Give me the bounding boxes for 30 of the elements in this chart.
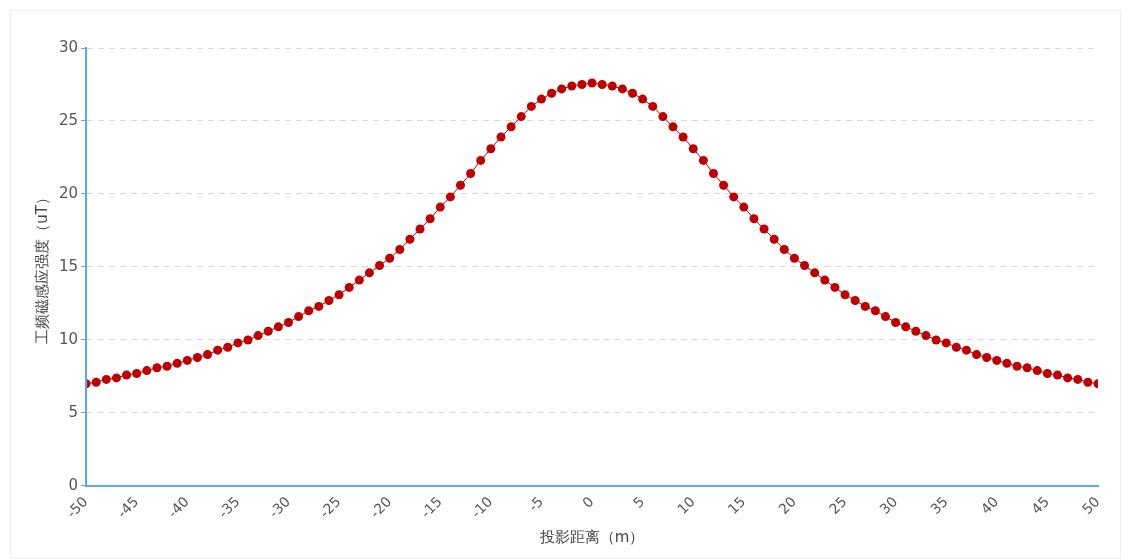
x-tick-label: -20 [366, 493, 395, 521]
x-tick-label: 5 [629, 493, 648, 511]
y-tick-label: 10 [58, 329, 79, 348]
x-tick-label: -35 [215, 493, 243, 521]
y-axis-title: 工频磁感应强度（uT） [32, 190, 51, 344]
x-tick-label: -15 [417, 493, 445, 521]
x-tick-label: -5 [524, 493, 547, 515]
y-tick-label: 20 [58, 183, 79, 202]
x-tick-label: 35 [926, 493, 951, 518]
x-tick-label: -25 [316, 493, 344, 521]
x-tick-label: 0 [579, 493, 597, 511]
y-tick-label: 0 [68, 475, 79, 494]
x-tick-label: 45 [1028, 493, 1053, 518]
x-tick-label: -45 [113, 493, 142, 521]
x-tick-label: 50 [1078, 493, 1103, 518]
y-tick-label: 5 [68, 402, 79, 421]
x-tick-label: 20 [775, 493, 800, 518]
x-tick-label: 40 [977, 493, 1002, 518]
x-tick-label: -10 [468, 493, 496, 521]
x-tick-label: -50 [63, 493, 91, 521]
x-tick-label: 30 [876, 493, 901, 518]
x-tick-label: -40 [164, 493, 192, 521]
x-axis-title: 投影距离（m） [538, 527, 645, 546]
y-tick-label: 30 [58, 37, 79, 56]
y-tick-label: 15 [58, 256, 79, 275]
x-tick-label: -30 [265, 493, 294, 521]
y-tick-label: 25 [58, 110, 79, 129]
x-tick-label: 15 [724, 493, 749, 518]
x-tick-label: 10 [674, 493, 698, 518]
x-tick-label: 25 [825, 493, 850, 518]
